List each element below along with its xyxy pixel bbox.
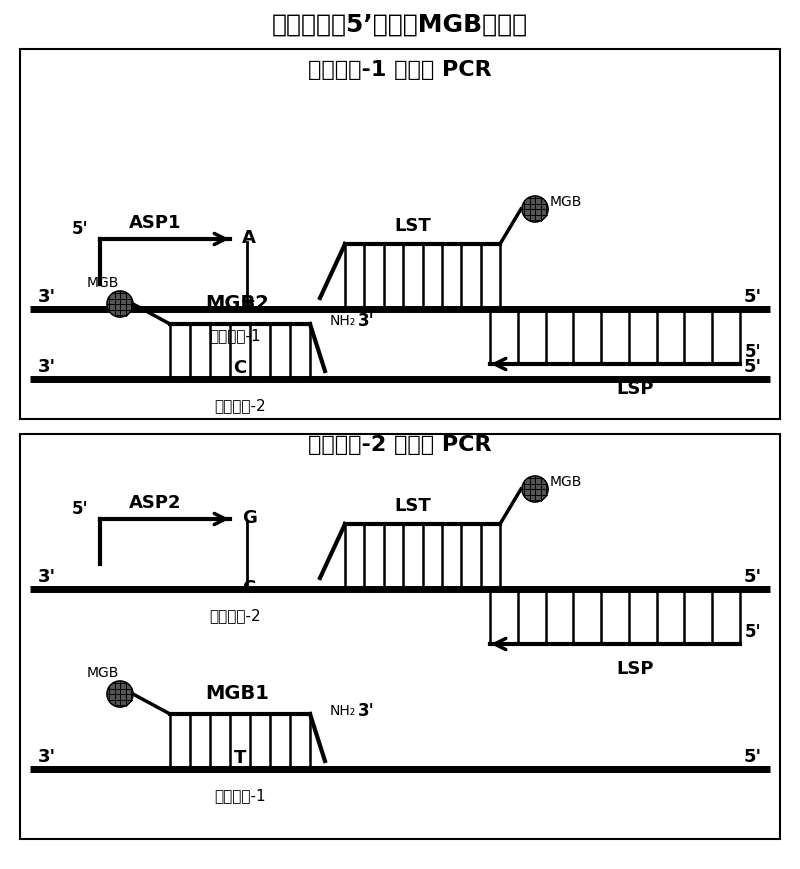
Text: 封闭探针的5’末端的MGB的用途: 封闭探针的5’末端的MGB的用途 (272, 13, 528, 37)
Text: 等位基因-2: 等位基因-2 (214, 397, 266, 413)
Text: T: T (234, 748, 246, 766)
Text: 5': 5' (744, 567, 762, 586)
Text: 5': 5' (71, 500, 88, 517)
Text: LST: LST (394, 216, 431, 235)
Text: 等位基因-1: 等位基因-1 (214, 787, 266, 802)
Text: 5': 5' (745, 342, 762, 361)
Text: MGB: MGB (87, 666, 119, 680)
Text: 5': 5' (744, 357, 762, 375)
Text: LST: LST (394, 496, 431, 514)
Circle shape (107, 681, 133, 707)
Text: 等位基因-2 特异性 PCR: 等位基因-2 特异性 PCR (308, 434, 492, 454)
Text: MGB: MGB (550, 474, 582, 488)
Text: 5': 5' (744, 288, 762, 306)
Text: NH₂: NH₂ (330, 703, 356, 717)
Text: 3': 3' (358, 312, 374, 329)
Text: 5': 5' (745, 622, 762, 640)
Text: 3': 3' (38, 288, 56, 306)
Text: 3': 3' (38, 747, 56, 765)
Text: A: A (242, 229, 256, 247)
FancyBboxPatch shape (20, 434, 780, 839)
Text: C: C (242, 579, 255, 596)
FancyBboxPatch shape (20, 50, 780, 420)
Text: 等位基因-1 特异性 PCR: 等位基因-1 特异性 PCR (308, 60, 492, 80)
Text: 5': 5' (744, 747, 762, 765)
Text: MGB: MGB (87, 275, 119, 289)
Circle shape (522, 196, 548, 222)
Text: G: G (242, 508, 257, 527)
Text: LSP: LSP (616, 380, 654, 397)
Text: MGB1: MGB1 (205, 683, 269, 702)
Text: ASP1: ASP1 (129, 214, 182, 232)
Text: C: C (234, 359, 246, 376)
Text: 5': 5' (71, 220, 88, 238)
Text: LSP: LSP (616, 660, 654, 677)
Text: MGB: MGB (550, 195, 582, 209)
Text: 3': 3' (38, 567, 56, 586)
Text: T: T (242, 299, 254, 316)
Text: 3': 3' (358, 701, 374, 720)
Text: NH₂: NH₂ (330, 314, 356, 328)
Text: 3': 3' (38, 357, 56, 375)
Text: 等位基因-1: 等位基因-1 (209, 328, 261, 342)
Text: ASP2: ASP2 (129, 494, 182, 512)
Text: 等位基因-2: 等位基因-2 (209, 607, 261, 622)
Circle shape (522, 476, 548, 502)
Circle shape (107, 292, 133, 318)
Text: MGB2: MGB2 (205, 294, 269, 313)
